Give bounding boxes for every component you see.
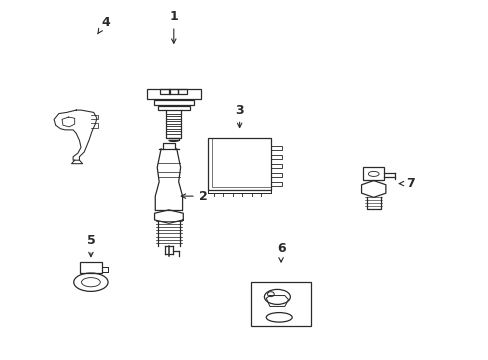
Text: 2: 2 — [181, 190, 207, 203]
Text: 6: 6 — [276, 242, 285, 262]
Text: 7: 7 — [399, 177, 414, 190]
Text: 5: 5 — [86, 234, 95, 257]
Text: 1: 1 — [169, 10, 178, 43]
Text: 3: 3 — [235, 104, 244, 127]
Text: 4: 4 — [98, 16, 110, 34]
